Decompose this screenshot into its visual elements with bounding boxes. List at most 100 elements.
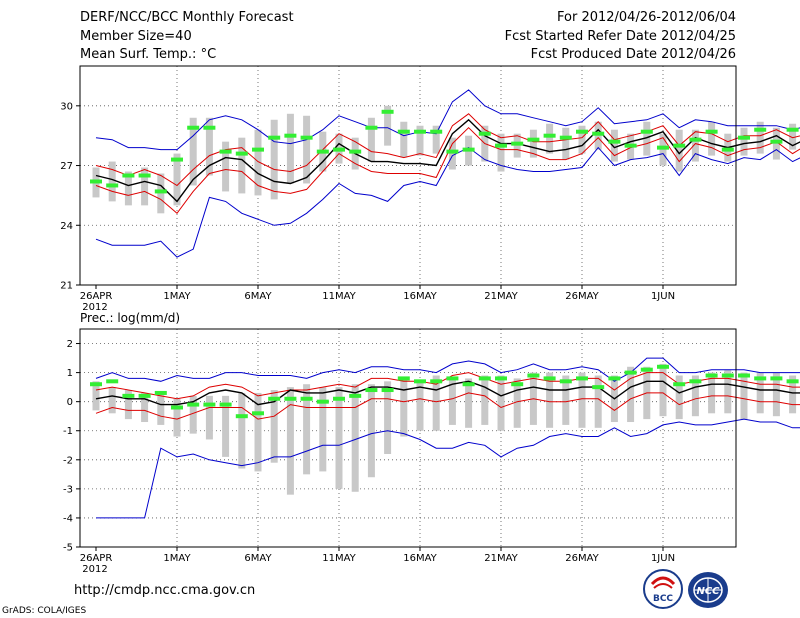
mean-line [95,380,800,406]
observed-marker [559,135,572,140]
observed-marker [624,370,637,375]
spread-box [303,384,311,475]
source-url[interactable]: http://cmdp.ncc.cma.gov.cn [74,583,256,598]
observed-marker [640,129,653,134]
observed-marker [122,173,135,178]
forecast-produced-date: Fcst Produced Date 2012/04/26 [530,47,736,62]
observed-marker [268,135,281,140]
spread-box [740,127,748,156]
observed-marker [673,143,686,148]
observed-marker [543,133,556,138]
spread-box [740,372,748,420]
spread-box [141,392,149,423]
observed-marker [154,189,167,194]
observed-marker [365,125,378,130]
member-size: Member Size=40 [80,29,192,44]
spread-box [173,398,181,437]
x-tick-label: 6MAY [244,291,272,302]
observed-marker [235,414,248,419]
x-tick-label: 26APR [80,553,113,564]
observed-marker [754,376,767,381]
observed-marker [738,373,750,378]
y-tick-label: 24 [60,221,73,232]
observed-marker [284,133,297,138]
observed-marker [624,143,637,148]
mean-line [95,118,800,203]
observed-marker [592,385,605,390]
observed-marker [527,137,540,142]
x-tick-label: 26MAY [565,291,599,302]
spread-box [432,125,440,154]
observed-marker [171,157,183,162]
x-tick-label: 16MAY [403,291,437,302]
x-tick-label: 21MAY [484,553,518,564]
x-tick-label: 26APR [80,291,113,302]
spread-box [124,390,132,420]
spread-box [789,375,797,414]
observed-marker [381,388,394,393]
x-tick-label: 1MAY [163,291,191,302]
spread-box [205,395,213,440]
min-line [95,146,800,258]
spread-box [675,129,683,172]
observed-marker [511,382,524,387]
x-tick-label: 16MAY [403,553,437,564]
spread-box [789,123,797,150]
observed-marker [219,402,232,407]
min-line [96,418,800,519]
observed-marker [430,129,443,134]
spread-box [205,117,213,176]
observed-marker [478,131,491,136]
spread-box [708,372,716,414]
spread-box [254,129,262,196]
spread-box [351,384,359,492]
y-tick-label: 1 [67,368,73,379]
x-tick-label: 11MAY [322,291,356,302]
spread-box [659,363,667,417]
spread-box [610,129,618,162]
observed-marker [349,149,362,154]
forecast-start-date: Fcst Started Refer Date 2012/04/25 [504,29,736,44]
y-tick-label: 2 [67,339,73,350]
y-tick-label: -1 [63,426,73,437]
spread-box [675,375,683,420]
spread-box [643,121,651,156]
y-tick-label: -5 [63,543,73,554]
observed-marker [705,129,718,134]
y-tick-label: 27 [60,161,73,172]
spread-box [529,129,537,158]
observed-marker [203,402,216,407]
observed-marker [657,364,669,369]
forecast-period: For 2012/04/26-2012/06/04 [557,10,736,25]
spread-box [724,369,732,414]
spread-box [189,395,197,434]
plot-frame [79,328,737,548]
observed-marker [90,382,102,387]
spread-box [270,119,278,200]
spread-box [319,387,327,472]
spread-box [594,375,602,428]
spread-box [691,129,699,162]
observed-marker [705,373,718,378]
y-tick-label: -2 [63,455,73,466]
spread-box [157,392,165,425]
x-tick-label: 1JUN [651,553,675,564]
y-tick-label: -4 [63,513,73,524]
spread-box [189,117,197,186]
x-tick-year: 2012 [82,564,107,575]
x-tick-label: 26MAY [565,553,599,564]
spread-box [173,153,181,206]
observed-marker [171,405,183,410]
spread-box [286,387,294,495]
y-tick-label: 0 [67,397,73,408]
spread-box [562,375,570,425]
spread-box [513,378,521,428]
spread-box [384,381,392,454]
observed-marker [462,382,475,387]
lower-line [95,126,800,215]
spread-box [335,387,343,489]
observed-marker [333,396,345,401]
spread-box [141,167,149,206]
